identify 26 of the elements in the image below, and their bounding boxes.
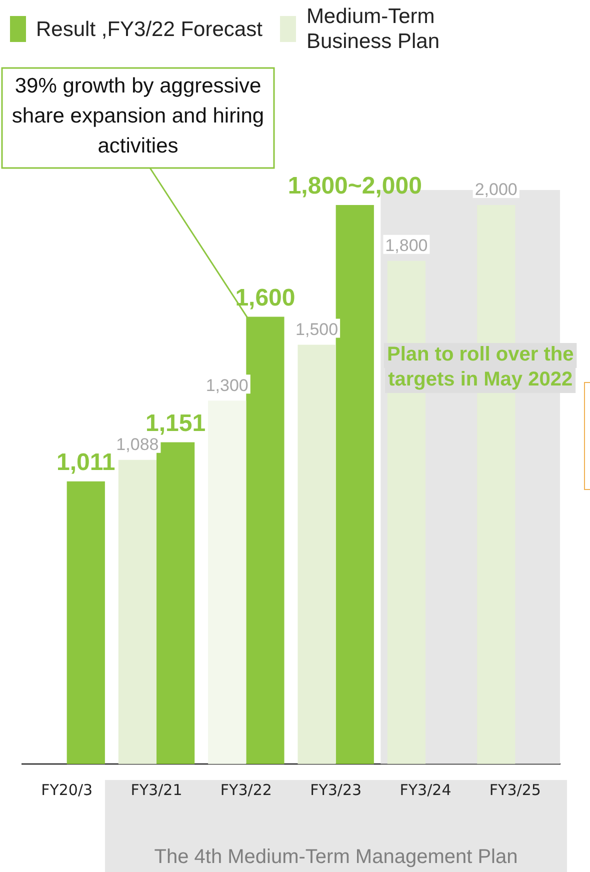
x-tick-label: FY3/23 <box>310 780 362 799</box>
data-label: 1,300 <box>206 376 248 395</box>
data-label: 1,011 <box>56 449 116 476</box>
data-label: 1,151 <box>146 410 206 437</box>
bar <box>298 344 336 764</box>
data-label: 1,800~2,000 <box>288 172 422 200</box>
x-tick-label: FY3/22 <box>220 780 272 799</box>
annotation: 39% growth by aggressive share expansion and hiring activities <box>12 74 264 158</box>
band-label: Plan to roll over the targets in May 2022 <box>386 344 574 391</box>
x-tick-label: FY3/25 <box>489 780 541 799</box>
data-label: 2,000 <box>474 180 518 200</box>
legend-label: Result ,FY3/22 Forecast <box>36 16 262 42</box>
x-tick-label: FY20/3 <box>41 780 93 799</box>
data-label: 1,500 <box>296 320 338 339</box>
text: The 4th Medium-Term Management Plan <box>153 846 519 869</box>
data-label: 1,600 <box>235 284 296 312</box>
x-tick-label: FY3/24 <box>400 780 452 799</box>
bar <box>156 442 195 764</box>
legend-label: Medium-Term Business Plan <box>306 4 441 54</box>
data-label: 1,800 <box>385 236 428 256</box>
x-tick-label: FY3/21 <box>130 780 182 799</box>
bar <box>208 400 246 764</box>
data-label: 1,088 <box>116 435 159 454</box>
bar <box>118 460 156 764</box>
bar <box>336 205 374 764</box>
bar <box>66 481 105 764</box>
